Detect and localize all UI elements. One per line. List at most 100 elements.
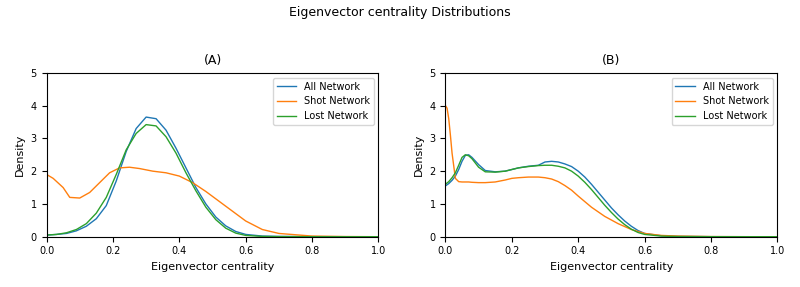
All Network	[566, 165, 576, 168]
Lost Network	[201, 205, 210, 209]
Shot Network	[481, 181, 490, 184]
Shot Network	[228, 210, 238, 213]
Shot Network	[446, 133, 455, 137]
Lost Network	[656, 234, 666, 238]
All Network	[507, 168, 517, 171]
Shot Network	[656, 234, 666, 237]
All Network	[241, 233, 250, 236]
All Network	[341, 235, 350, 238]
All Network	[131, 127, 141, 130]
All Network	[447, 179, 457, 182]
All Network	[201, 202, 210, 206]
Shot Network	[201, 190, 210, 193]
Shot Network	[162, 171, 171, 174]
Shot Network	[739, 235, 749, 238]
All Network	[586, 183, 596, 186]
All Network	[374, 235, 383, 238]
Shot Network	[534, 175, 543, 179]
All Network	[191, 186, 201, 189]
All Network	[620, 219, 630, 223]
Line: Lost Network: Lost Network	[46, 125, 378, 237]
Legend: All Network, Shot Network, Lost Network: All Network, Shot Network, Lost Network	[273, 78, 374, 125]
All Network	[773, 235, 782, 238]
Shot Network	[566, 189, 576, 192]
Lost Network	[474, 166, 483, 169]
All Network	[62, 232, 71, 235]
Shot Network	[174, 174, 184, 178]
All Network	[111, 179, 121, 183]
Shot Network	[614, 222, 623, 225]
Lost Network	[91, 212, 101, 215]
Shot Network	[514, 176, 523, 179]
All Network	[258, 234, 267, 238]
Shot Network	[75, 196, 85, 200]
Lost Network	[72, 228, 82, 231]
Lost Network	[574, 174, 583, 178]
Shot Network	[442, 106, 452, 110]
Lost Network	[614, 217, 623, 221]
Shot Network	[673, 234, 682, 238]
All Network	[181, 166, 190, 170]
All Network	[554, 160, 563, 164]
Lost Network	[640, 233, 650, 236]
All Network	[481, 169, 490, 172]
Shot Network	[447, 152, 457, 155]
Shot Network	[125, 166, 134, 169]
Lost Network	[500, 169, 510, 173]
Shot Network	[560, 184, 570, 187]
X-axis label: Eigenvector centrality: Eigenvector centrality	[550, 262, 673, 272]
Lost Network	[122, 148, 131, 152]
Shot Network	[374, 235, 383, 238]
Shot Network	[458, 180, 467, 184]
All Network	[524, 164, 534, 168]
All Network	[626, 224, 636, 228]
All Network	[171, 146, 181, 150]
Lost Network	[441, 183, 450, 186]
Shot Network	[58, 186, 68, 189]
Shot Network	[444, 117, 454, 121]
Y-axis label: Density: Density	[414, 133, 424, 176]
Lost Network	[62, 231, 71, 234]
Shot Network	[42, 173, 51, 176]
Shot Network	[148, 169, 158, 173]
Lost Network	[231, 231, 241, 235]
Shot Network	[640, 232, 650, 235]
Lost Network	[534, 164, 543, 167]
Shot Network	[441, 104, 450, 107]
Lost Network	[52, 233, 62, 236]
Lost Network	[560, 166, 570, 170]
Lost Network	[258, 235, 267, 238]
Lost Network	[626, 228, 636, 231]
Shot Network	[274, 232, 284, 235]
All Network	[540, 160, 550, 164]
Lost Network	[673, 235, 682, 238]
All Network	[633, 229, 642, 232]
Lost Network	[211, 218, 221, 221]
Line: Lost Network: Lost Network	[446, 155, 778, 237]
All Network	[231, 230, 241, 233]
All Network	[534, 164, 543, 167]
All Network	[42, 233, 51, 237]
All Network	[102, 204, 111, 207]
All Network	[82, 224, 91, 228]
All Network	[458, 160, 467, 163]
All Network	[673, 235, 682, 238]
Lost Network	[481, 170, 490, 174]
Lost Network	[454, 164, 463, 167]
All Network	[307, 235, 317, 238]
Lost Network	[467, 157, 477, 160]
All Network	[474, 163, 483, 166]
Line: All Network: All Network	[446, 155, 778, 237]
Lost Network	[490, 170, 500, 174]
All Network	[706, 235, 716, 238]
All Network	[580, 175, 590, 179]
All Network	[151, 117, 161, 121]
Legend: All Network, Shot Network, Lost Network: All Network, Shot Network, Lost Network	[671, 78, 773, 125]
Lost Network	[131, 132, 141, 135]
All Network	[122, 150, 131, 153]
Shot Network	[490, 180, 500, 184]
Y-axis label: Density: Density	[15, 133, 25, 176]
All Network	[454, 168, 463, 171]
All Network	[461, 154, 470, 157]
Lost Network	[739, 235, 749, 238]
